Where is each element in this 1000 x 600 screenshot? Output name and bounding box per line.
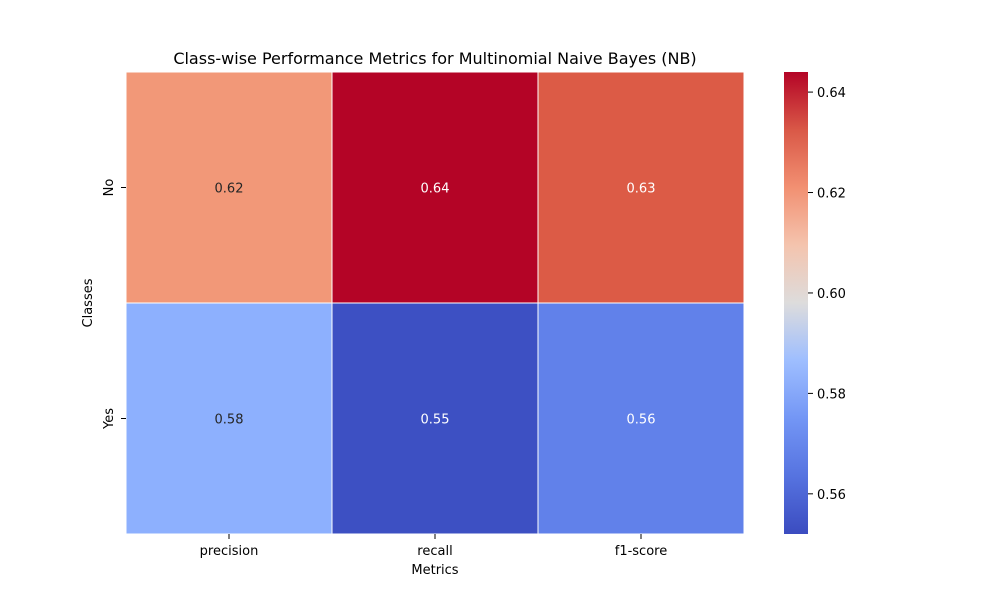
cell-value-label: 0.58 [215,413,244,428]
y-tick-label: No [102,179,117,197]
heatmap-cell [331,71,539,304]
heatmap-cell [331,302,539,535]
y-axis-ticks: No Yes [102,179,126,430]
heatmap-cells: 0.62 0.64 0.63 0.58 0.55 0.56 [125,71,745,535]
y-tick-label: Yes [102,408,117,430]
heatmap-cell [125,71,333,304]
x-tick-label: precision [200,544,259,559]
cell-value-label: 0.64 [421,182,450,197]
heatmap-cell [537,71,745,304]
x-axis-ticks: precision recall f1-score [200,534,667,559]
colorbar-tick-label: 0.60 [817,287,846,302]
x-axis-label: Metrics [411,563,458,578]
colorbar-tick-label: 0.64 [817,86,846,101]
colorbar-tick-label: 0.56 [817,488,846,503]
cell-value-label: 0.56 [627,413,656,428]
heatmap-cell [537,302,745,535]
cell-value-label: 0.62 [215,182,244,197]
colorbar-tick-label: 0.58 [817,387,846,402]
colorbar [784,72,808,534]
cell-value-label: 0.55 [421,413,450,428]
colorbar-tick-label: 0.62 [817,187,846,202]
colorbar-ticks: 0.56 0.58 0.60 0.62 0.64 [808,86,846,503]
heatmap-cell [125,302,333,535]
y-axis-label: Classes [81,278,96,327]
cell-value-label: 0.63 [627,182,656,197]
chart-title: Class-wise Performance Metrics for Multi… [173,49,696,68]
x-tick-label: f1-score [615,544,667,559]
x-tick-label: recall [417,544,452,559]
